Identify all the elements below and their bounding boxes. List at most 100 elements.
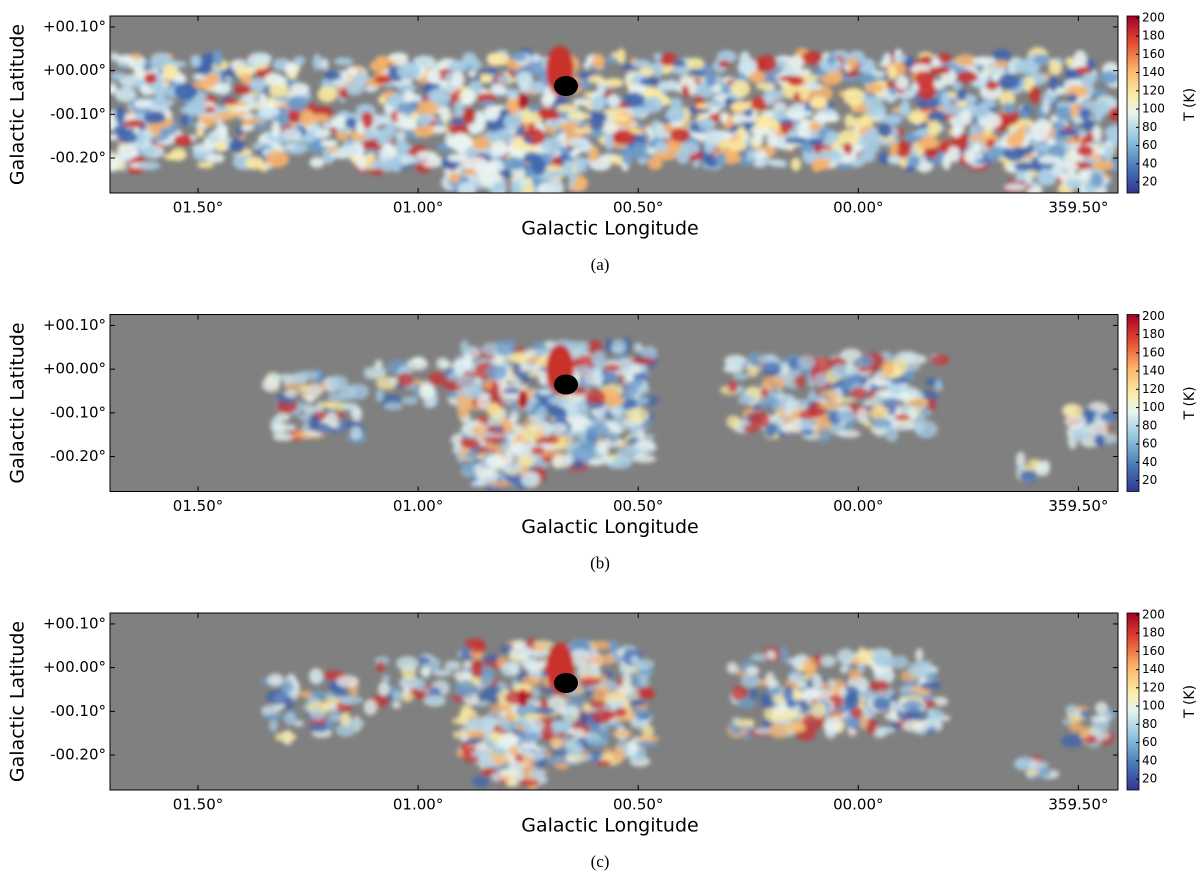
- emission-patch: [293, 56, 306, 66]
- emission-patch: [879, 151, 888, 163]
- emission-patch: [1051, 121, 1066, 131]
- emission-patch: [749, 411, 770, 429]
- emission-patch: [621, 147, 634, 166]
- emission-patch: [459, 438, 481, 449]
- emission-patch: [240, 125, 254, 132]
- emission-patch: [396, 62, 421, 81]
- colorbar-tick-label: 20: [1142, 175, 1157, 189]
- emission-patch: [346, 383, 370, 400]
- emission-patch: [293, 430, 309, 439]
- emission-patch: [750, 133, 764, 145]
- emission-patch: [1060, 734, 1084, 748]
- emission-patch: [907, 661, 932, 679]
- emission-patch: [970, 104, 991, 119]
- emission-patch: [632, 658, 655, 670]
- emission-patch: [611, 339, 627, 354]
- emission-patch: [788, 55, 804, 71]
- emission-patch: [899, 102, 909, 115]
- emission-patch: [396, 656, 419, 672]
- emission-patch: [510, 181, 521, 193]
- emission-patch: [558, 146, 570, 154]
- emission-patch: [1040, 459, 1051, 471]
- colorbar-tick-label: 140: [1142, 662, 1165, 676]
- emission-patch: [419, 383, 434, 400]
- emission-patch: [605, 56, 618, 64]
- colorbar-tick-label: 120: [1142, 382, 1165, 396]
- emission-patch: [697, 117, 716, 131]
- emission-patch: [737, 697, 755, 709]
- emission-patch: [303, 404, 316, 415]
- emission-patch: [1037, 175, 1057, 186]
- emission-patch: [363, 699, 378, 716]
- emission-patch: [1066, 178, 1083, 190]
- map-emission: [260, 637, 1118, 790]
- emission-patch: [352, 73, 370, 84]
- emission-patch: [489, 704, 514, 713]
- x-tick-label: 01.00°: [393, 497, 443, 515]
- x-tick-label: 01.50°: [173, 199, 223, 217]
- emission-patch: [110, 86, 117, 94]
- emission-patch: [825, 131, 840, 144]
- emission-patch: [263, 713, 286, 720]
- emission-patch: [1079, 108, 1092, 121]
- emission-patch: [355, 124, 365, 135]
- colorbar-tick-label: 140: [1142, 65, 1165, 79]
- emission-patch: [374, 359, 383, 370]
- emission-patch: [416, 656, 431, 665]
- emission-patch: [180, 114, 190, 126]
- emission-patch: [843, 88, 866, 107]
- caption: (b): [590, 553, 610, 572]
- emission-patch: [872, 697, 890, 711]
- emission-patch: [647, 156, 663, 170]
- emission-patch: [339, 695, 364, 705]
- emission-patch: [304, 395, 315, 403]
- emission-patch: [1065, 704, 1079, 716]
- emission-patch: [632, 59, 652, 68]
- emission-patch: [590, 740, 606, 748]
- emission-patch: [296, 370, 320, 380]
- emission-patch: [447, 153, 469, 163]
- y-tick-label: +00.00°: [43, 360, 106, 378]
- emission-patch: [286, 95, 309, 112]
- emission-patch: [992, 60, 1010, 68]
- emission-patch: [423, 695, 446, 707]
- emission-patch: [470, 642, 487, 654]
- emission-patch: [478, 67, 498, 75]
- emission-patch: [761, 376, 786, 391]
- emission-patch: [836, 429, 861, 438]
- colorbar-tick-label: 200: [1142, 10, 1165, 24]
- emission-patch: [351, 408, 363, 422]
- emission-patch: [731, 685, 748, 702]
- emission-patch: [268, 83, 290, 98]
- emission-patch: [826, 53, 836, 66]
- emission-patch: [521, 426, 545, 441]
- colorbar-label: T (K): [1182, 88, 1198, 122]
- emission-patch: [503, 113, 522, 131]
- emission-patch: [612, 729, 633, 738]
- emission-patch: [1070, 103, 1080, 118]
- hot-region: [518, 390, 528, 409]
- emission-patch: [909, 63, 931, 74]
- emission-patch: [480, 72, 493, 83]
- emission-patch: [375, 388, 384, 403]
- emission-patch: [836, 648, 855, 665]
- emission-patch: [793, 691, 803, 702]
- emission-patch: [374, 75, 392, 85]
- emission-patch: [195, 127, 205, 138]
- emission-patch: [633, 454, 657, 464]
- colorbar-tick-label: 200: [1142, 607, 1165, 621]
- emission-patch: [794, 375, 806, 388]
- emission-patch: [498, 768, 519, 776]
- emission-patch: [508, 745, 520, 757]
- emission-patch: [309, 113, 331, 124]
- emission-patch: [559, 737, 572, 744]
- emission-patch: [488, 731, 503, 742]
- emission-patch: [1079, 709, 1091, 719]
- colorbar-tick-label: 60: [1142, 735, 1157, 749]
- emission-patch: [341, 402, 358, 410]
- emission-patch: [942, 103, 961, 116]
- emission-patch: [339, 88, 349, 99]
- emission-patch: [849, 387, 868, 400]
- emission-patch: [284, 711, 296, 726]
- emission-patch: [309, 723, 329, 733]
